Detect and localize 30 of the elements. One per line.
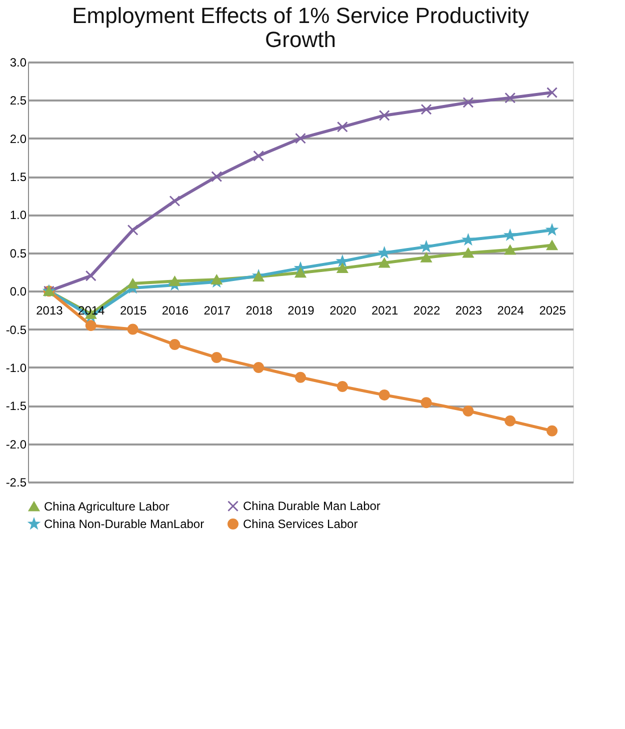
legend-label: China Services Labor: [243, 517, 358, 531]
x-tick-label: 2019: [288, 304, 315, 318]
x-tick-label: 2024: [497, 304, 524, 318]
x-tick-label: 2015: [120, 304, 147, 318]
y-tick-label: 1.0: [10, 208, 27, 222]
x-tick-label: 2014: [78, 304, 106, 318]
x-tick-label: 2020: [330, 304, 357, 318]
x-tick-label: 2021: [371, 304, 399, 318]
y-tick-label: -1.5: [6, 399, 27, 414]
legend-label: China Non-Durable ManLabor: [44, 517, 204, 531]
legend-label: China Agriculture Labor: [44, 499, 170, 514]
y-tick-label: -2.5: [6, 476, 27, 490]
y-tick-label: 3.0: [10, 56, 27, 70]
chart-title: Employment Effects of 1% Service Productivity Growth: [72, 3, 529, 52]
y-tick-label: 2.0: [10, 132, 27, 146]
y-tick-label: 0.0: [10, 284, 27, 299]
x-tick-label: 2022: [413, 304, 440, 318]
x-tick-label: 2025: [539, 304, 566, 318]
y-tick-label: 0.5: [10, 246, 27, 260]
y-tick-label: -1.0: [6, 360, 27, 375]
y-tick-label: -2.0: [6, 437, 27, 452]
y-tick-label: 1.5: [10, 170, 27, 184]
x-tick-label: 2018: [246, 304, 273, 318]
y-tick-label: -0.5: [6, 322, 27, 337]
x-tick-label: 2023: [455, 304, 482, 318]
y-tick-label: 2.5: [10, 94, 27, 108]
x-tick-label: 2016: [162, 304, 189, 318]
x-tick-label: 2017: [204, 304, 231, 318]
legend-label: China Durable Man Labor: [243, 499, 380, 514]
x-tick-label: 2013: [36, 304, 64, 318]
